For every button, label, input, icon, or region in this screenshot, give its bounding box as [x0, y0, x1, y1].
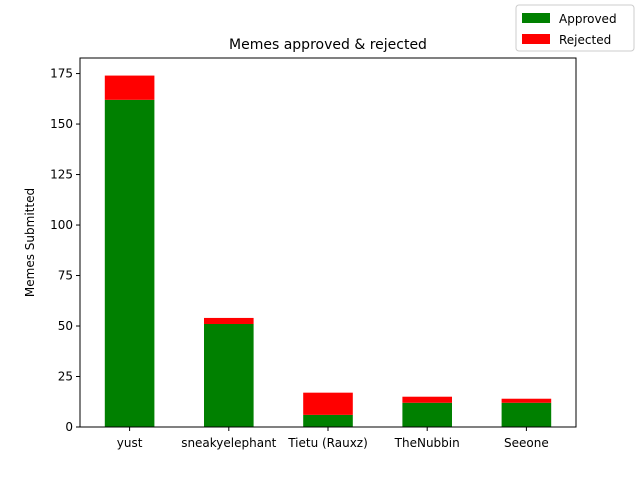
x-tick-label: Tietu (Rauxz): [287, 436, 368, 450]
bar-approved-1: [204, 323, 254, 427]
legend-label-rejected: Rejected: [559, 33, 611, 47]
bars-layer: [104, 75, 552, 427]
legend-swatch-rejected: [522, 34, 550, 44]
x-tick-label: Seeone: [504, 436, 549, 450]
y-tick-label: 125: [50, 168, 73, 182]
y-tick-label: 75: [58, 269, 73, 283]
bar-approved-2: [303, 414, 353, 427]
legend-label-approved: Approved: [559, 12, 617, 26]
bar-rejected-4: [501, 398, 552, 403]
x-tick-label: yust: [117, 436, 143, 450]
y-tick-label: 25: [58, 370, 73, 384]
bar-rejected-3: [402, 396, 452, 403]
bar-approved-3: [402, 402, 452, 427]
bar-approved-4: [501, 402, 552, 427]
y-axis-label: Memes Submitted: [23, 188, 37, 297]
legend-swatch-approved: [522, 13, 550, 23]
bar-rejected-2: [303, 392, 353, 415]
y-tick-label: 175: [50, 67, 73, 81]
y-axis: 0 25 50 75 100 125 150 175: [50, 67, 80, 434]
legend: Approved Rejected: [515, 4, 635, 52]
bar-approved-0: [104, 99, 155, 427]
x-tick-label: sneakyelephant: [181, 436, 276, 450]
bar-rejected-0: [104, 75, 155, 100]
y-tick-label: 0: [65, 420, 73, 434]
y-tick-label: 50: [58, 319, 73, 333]
chart-title: Memes approved & rejected: [229, 37, 427, 53]
y-tick-label: 150: [50, 117, 73, 131]
x-axis: yust sneakyelephant Tietu (Rauxz) TheNubbin…: [117, 427, 549, 450]
x-tick-label: TheNubbin: [394, 436, 460, 450]
y-tick-label: 100: [50, 218, 73, 232]
bar-rejected-1: [204, 317, 254, 324]
